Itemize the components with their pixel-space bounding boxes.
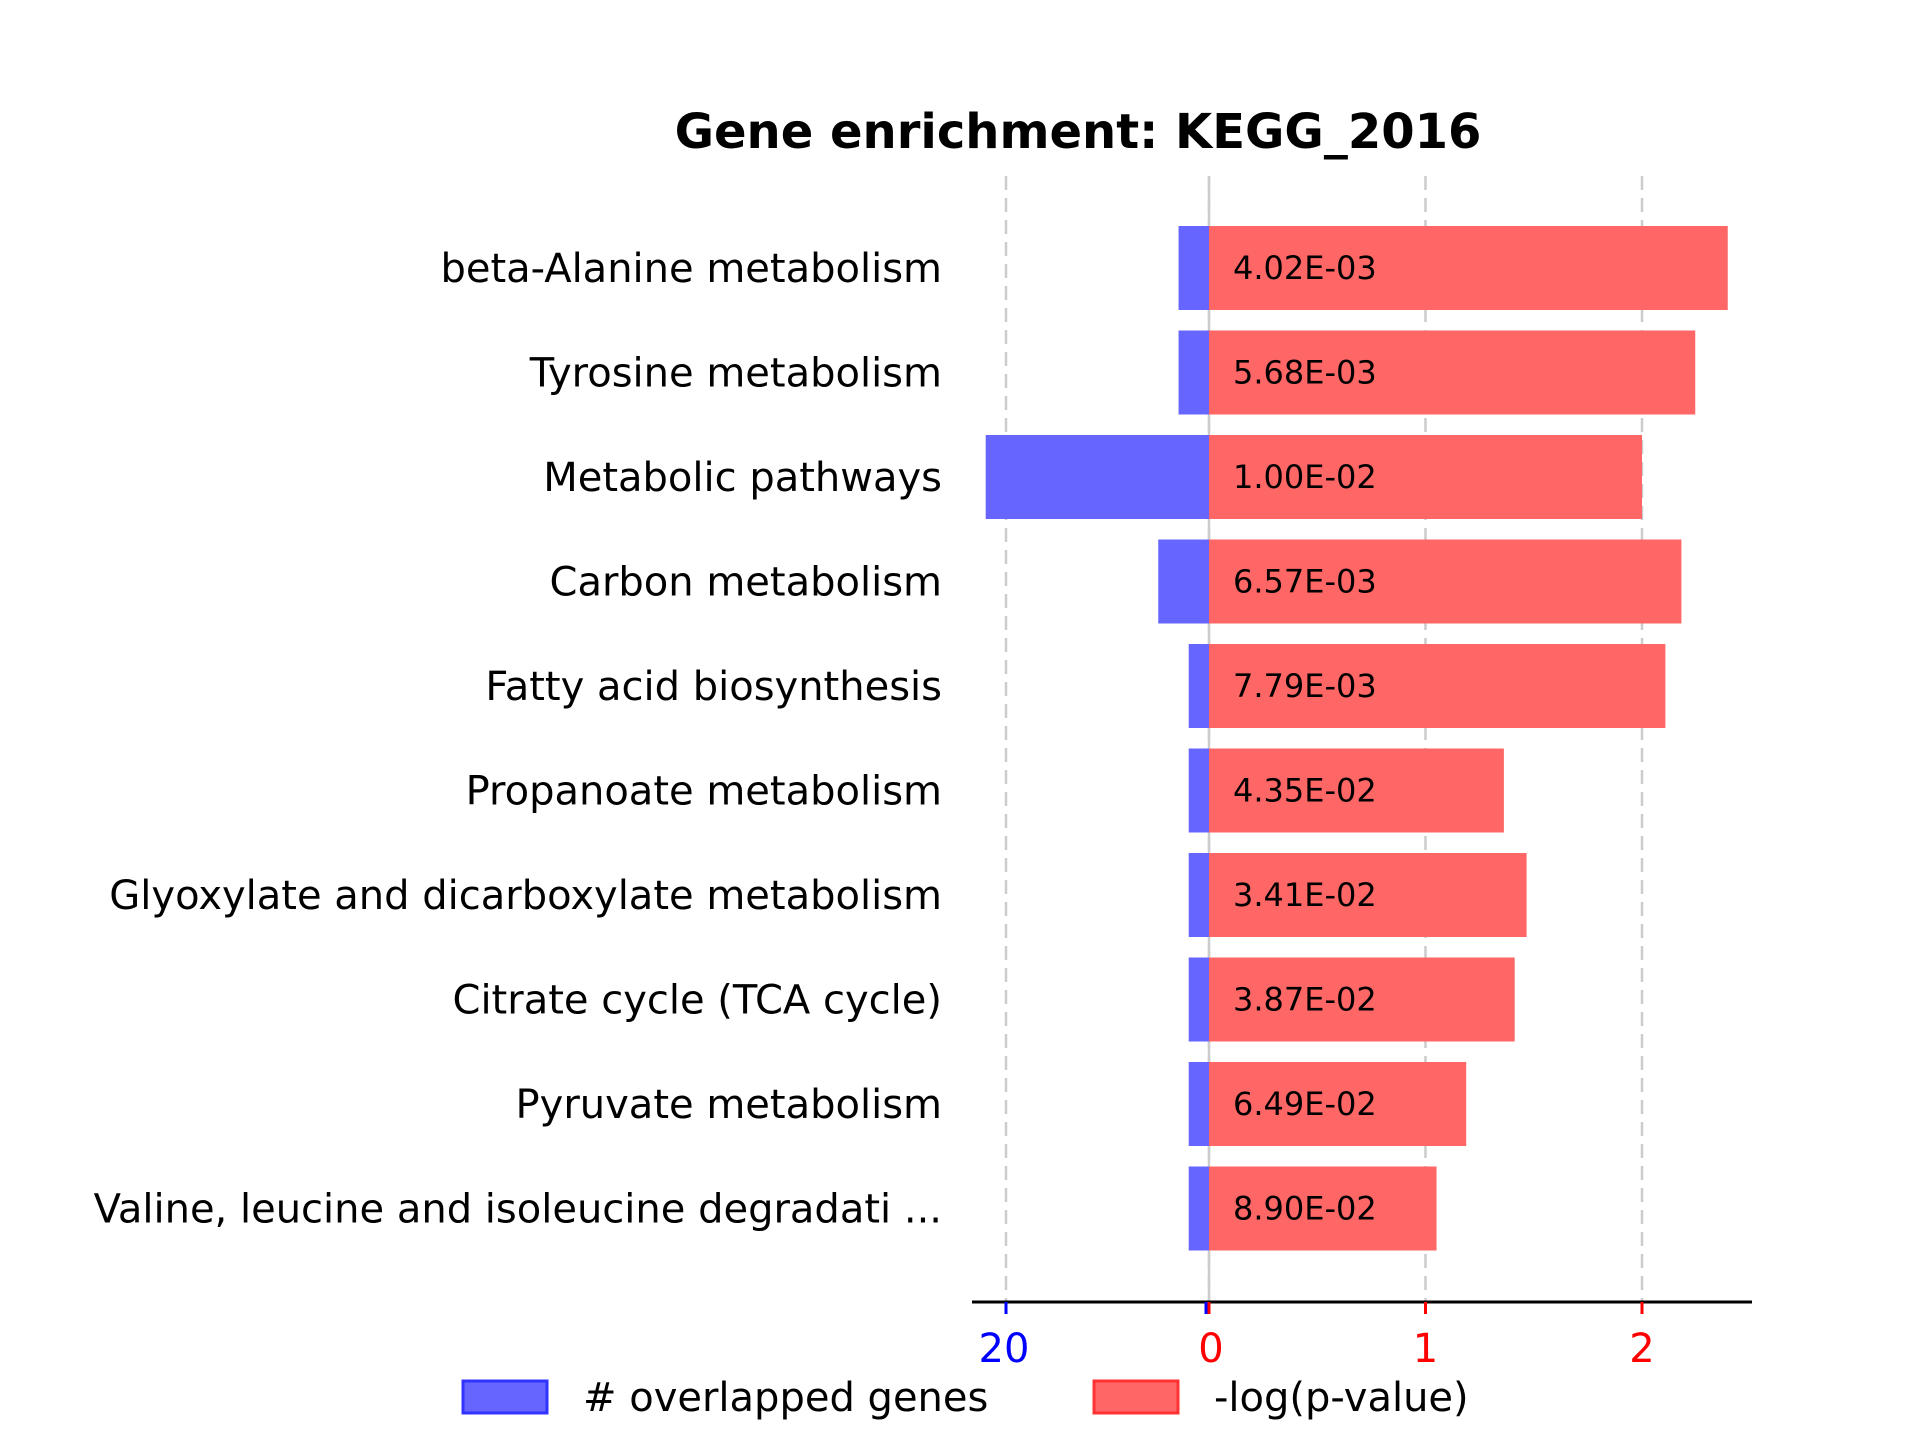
legend-item-logp-label: -log(p-value) (1214, 1375, 1469, 1421)
pvalue-label: 4.35E-02 (1233, 772, 1377, 810)
legend-item-logp-swatch (1092, 1379, 1180, 1415)
pvalue-label: 6.57E-03 (1233, 563, 1377, 601)
logp-bar (1209, 1166, 1437, 1251)
category-label: beta-Alanine metabolism (440, 246, 942, 292)
category-label: Fatty acid biosynthesis (485, 664, 942, 710)
logp-bar (1209, 226, 1728, 310)
gene-count-bar (1188, 748, 1209, 833)
legend: # overlapped genes -log(p-value) (461, 1375, 1469, 1421)
gene-count-bar (1188, 644, 1209, 728)
category-label: Valine, leucine and isoleucine degradati… (94, 1187, 942, 1233)
category-label: Glyoxylate and dicarboxylate metabolism (109, 873, 942, 919)
logp-bar (1209, 435, 1642, 519)
gene-count-bar (1188, 853, 1209, 937)
pvalue-label: 3.41E-02 (1233, 876, 1377, 914)
legend-item-genes-swatch (461, 1379, 549, 1415)
category-labels: beta-Alanine metabolism Tyrosine metaboli… (94, 246, 942, 1233)
logp-bar (1209, 644, 1666, 728)
legend-item-genes-label: # overlapped genes (583, 1375, 988, 1421)
logp-bar (1209, 330, 1696, 415)
gene-count-bar (985, 435, 1209, 519)
gene-count-bar (1178, 226, 1209, 310)
pvalue-label: 7.79E-03 (1233, 667, 1377, 705)
pvalue-label: 5.68E-03 (1233, 354, 1377, 392)
logp-bar (1209, 748, 1504, 833)
pvalue-label: 4.02E-03 (1233, 249, 1377, 287)
gene-count-bar (1188, 1062, 1209, 1146)
category-label: Citrate cycle (TCA cycle) (453, 978, 942, 1024)
logp-bar (1209, 1062, 1467, 1146)
pvalue-label: 6.49E-02 (1233, 1085, 1377, 1123)
chart-title: Gene enrichment: KEGG_2016 (675, 104, 1482, 160)
pvalue-label: 8.90E-02 (1233, 1190, 1377, 1228)
category-label: Metabolic pathways (543, 455, 942, 501)
pvalue-label: 1.00E-02 (1233, 458, 1377, 496)
gene-count-bar (1158, 539, 1209, 624)
x-axis: 20 0 1 2 (972, 1300, 1752, 1372)
gene-count-bar (1188, 957, 1209, 1042)
category-label: Carbon metabolism (550, 560, 942, 606)
logp-axis-tick-label: 1 (1413, 1326, 1438, 1372)
gene-count-bar (1178, 330, 1209, 415)
category-label: Pyruvate metabolism (516, 1082, 942, 1128)
category-label: Propanoate metabolism (466, 769, 942, 815)
category-label: Tyrosine metabolism (529, 351, 942, 397)
gene-count-bar (1188, 1166, 1209, 1251)
logp-axis-tick-label: 0 (1198, 1326, 1223, 1372)
logp-bar (1209, 957, 1515, 1042)
logp-axis-tick-label: 2 (1629, 1326, 1654, 1372)
gene-axis-tick-label: 20 (979, 1326, 1030, 1372)
bars: 4.02E-03 5.68E-03 1.00E-02 6.57E-03 7.79E-03… (985, 226, 1728, 1251)
logp-bar (1209, 853, 1527, 937)
logp-bar (1209, 539, 1682, 624)
pvalue-label: 3.87E-02 (1233, 981, 1377, 1019)
